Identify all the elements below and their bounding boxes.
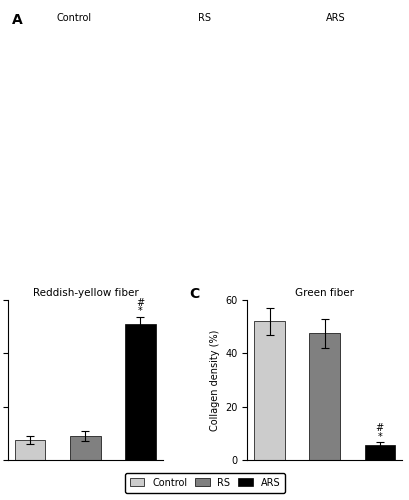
Title: Reddish-yellow fiber: Reddish-yellow fiber — [32, 288, 138, 298]
Bar — [15, 440, 45, 460]
Text: ARS: ARS — [326, 12, 345, 22]
Text: #
*: # * — [375, 423, 383, 442]
Text: #
*: # * — [136, 298, 144, 316]
Bar — [364, 446, 394, 460]
Bar — [254, 322, 284, 460]
Bar — [125, 324, 155, 460]
Bar — [309, 334, 339, 460]
Title: Green fiber: Green fiber — [294, 288, 353, 298]
Y-axis label: Collagen density (%): Collagen density (%) — [209, 330, 219, 430]
Text: A: A — [12, 12, 23, 26]
Text: C: C — [188, 287, 198, 301]
Legend: Control, RS, ARS: Control, RS, ARS — [125, 473, 284, 492]
Bar — [70, 436, 100, 460]
Text: RS: RS — [198, 12, 211, 22]
Text: Control: Control — [56, 12, 91, 22]
